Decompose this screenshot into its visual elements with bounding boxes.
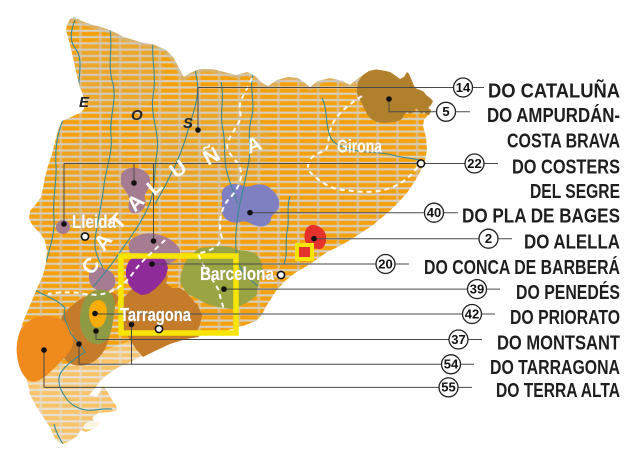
svg-text:DO PRIORATO: DO PRIORATO (510, 306, 620, 329)
svg-text:DO CONCA DE BARBERÁ: DO CONCA DE BARBERÁ (424, 256, 620, 279)
svg-text:COSTA BRAVA: COSTA BRAVA (507, 130, 620, 153)
svg-text:22: 22 (467, 156, 481, 171)
svg-text:O: O (131, 107, 143, 124)
svg-text:37: 37 (451, 332, 465, 347)
svg-text:E: E (79, 94, 90, 111)
svg-text:S: S (183, 115, 193, 132)
svg-text:DO TERRA ALTA: DO TERRA ALTA (496, 379, 620, 402)
svg-text:14: 14 (456, 80, 471, 95)
svg-text:40: 40 (427, 205, 441, 220)
svg-text:39: 39 (470, 281, 484, 296)
svg-text:DO PENEDÉS: DO PENEDÉS (516, 281, 620, 304)
svg-text:20: 20 (378, 256, 392, 271)
svg-text:DO COSTERS: DO COSTERS (512, 155, 620, 178)
svg-text:DEL SEGRE: DEL SEGRE (530, 180, 620, 203)
svg-text:Lleida: Lleida (72, 212, 117, 232)
svg-text:54: 54 (444, 357, 459, 372)
svg-text:DO ALELLA: DO ALELLA (524, 231, 620, 254)
svg-text:Tarragona: Tarragona (120, 305, 192, 325)
svg-text:5: 5 (442, 104, 449, 119)
svg-text:DO CATALUÑA: DO CATALUÑA (488, 79, 620, 102)
svg-text:DO AMPURDÁN-: DO AMPURDÁN- (487, 104, 620, 127)
svg-text:Barcelona: Barcelona (200, 264, 275, 284)
svg-text:A: A (243, 132, 265, 159)
svg-text:2: 2 (485, 231, 492, 246)
svg-text:DO PLA DE BAGES: DO PLA DE BAGES (462, 205, 620, 228)
svg-text:Girona: Girona (337, 137, 383, 157)
svg-text:DO TARRAGONA: DO TARRAGONA (490, 356, 620, 379)
svg-text:DO MONTSANT: DO MONTSANT (497, 331, 620, 354)
svg-text:42: 42 (465, 306, 479, 321)
svg-text:55: 55 (441, 380, 455, 395)
